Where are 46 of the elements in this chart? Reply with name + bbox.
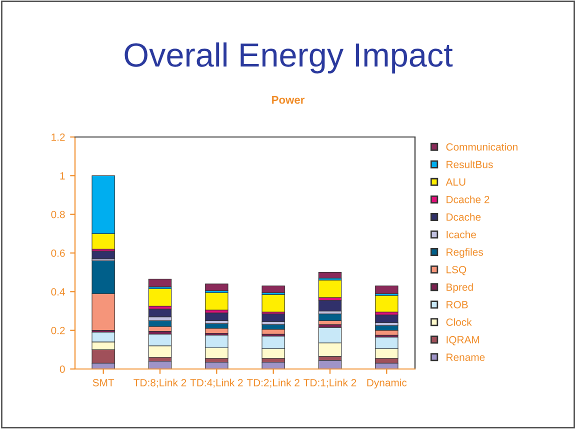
bar	[318, 280, 342, 298]
legend-label: ALU	[446, 178, 466, 186]
x-tick-label: TD:2;Link 2	[246, 378, 300, 388]
y-tick-label: 0.6	[51, 250, 65, 257]
y-tick-label: 0	[60, 366, 65, 373]
x-tick-label: Dynamic	[367, 378, 407, 388]
bar	[375, 314, 398, 323]
legend-label: Regfiles	[446, 248, 484, 258]
bar	[262, 329, 285, 334]
x-tick-label: TD:1;Link 2	[304, 378, 356, 388]
legend-label: Dcache 2	[446, 196, 490, 204]
legend-label: LSQ	[446, 266, 466, 276]
bar	[262, 286, 285, 293]
legend-label: Communication	[446, 143, 518, 151]
bar	[375, 295, 398, 312]
legend-label: IQRAM	[446, 336, 480, 346]
chart-subtitle: Power	[272, 96, 305, 104]
legend-label: Icache	[446, 230, 476, 238]
bar	[148, 308, 172, 318]
bar	[375, 286, 398, 294]
chart-title: Overall Energy Impact	[124, 42, 453, 74]
bar	[375, 330, 398, 336]
legend-label: Rename	[446, 354, 485, 361]
x-tick-label: SMT	[92, 378, 114, 386]
bar	[92, 250, 115, 260]
bar	[148, 278, 172, 288]
y-tick-label: 0.8	[51, 210, 65, 218]
bar	[205, 328, 228, 334]
legend-label: ROB	[446, 300, 468, 308]
legend-label: Bpred	[446, 283, 473, 293]
y-tick-label: 1	[60, 172, 65, 180]
bar	[318, 314, 342, 321]
bar	[205, 292, 228, 310]
bar	[318, 300, 342, 312]
y-tick-label: 0.2	[51, 326, 65, 334]
bar	[148, 288, 172, 306]
legend-label: Dcache	[446, 213, 481, 221]
bar	[205, 284, 228, 291]
y-tick-label: 0.4	[51, 288, 65, 296]
bar	[205, 312, 228, 321]
y-tick-label: 1.2	[52, 134, 65, 141]
x-tick-label: TD:4;Link 2	[190, 378, 243, 388]
bar	[318, 272, 342, 278]
legend-label: ResultBus	[446, 160, 493, 168]
x-tick-label: TD:8;Link 2	[134, 378, 186, 388]
legend-label: Clock	[446, 318, 472, 326]
